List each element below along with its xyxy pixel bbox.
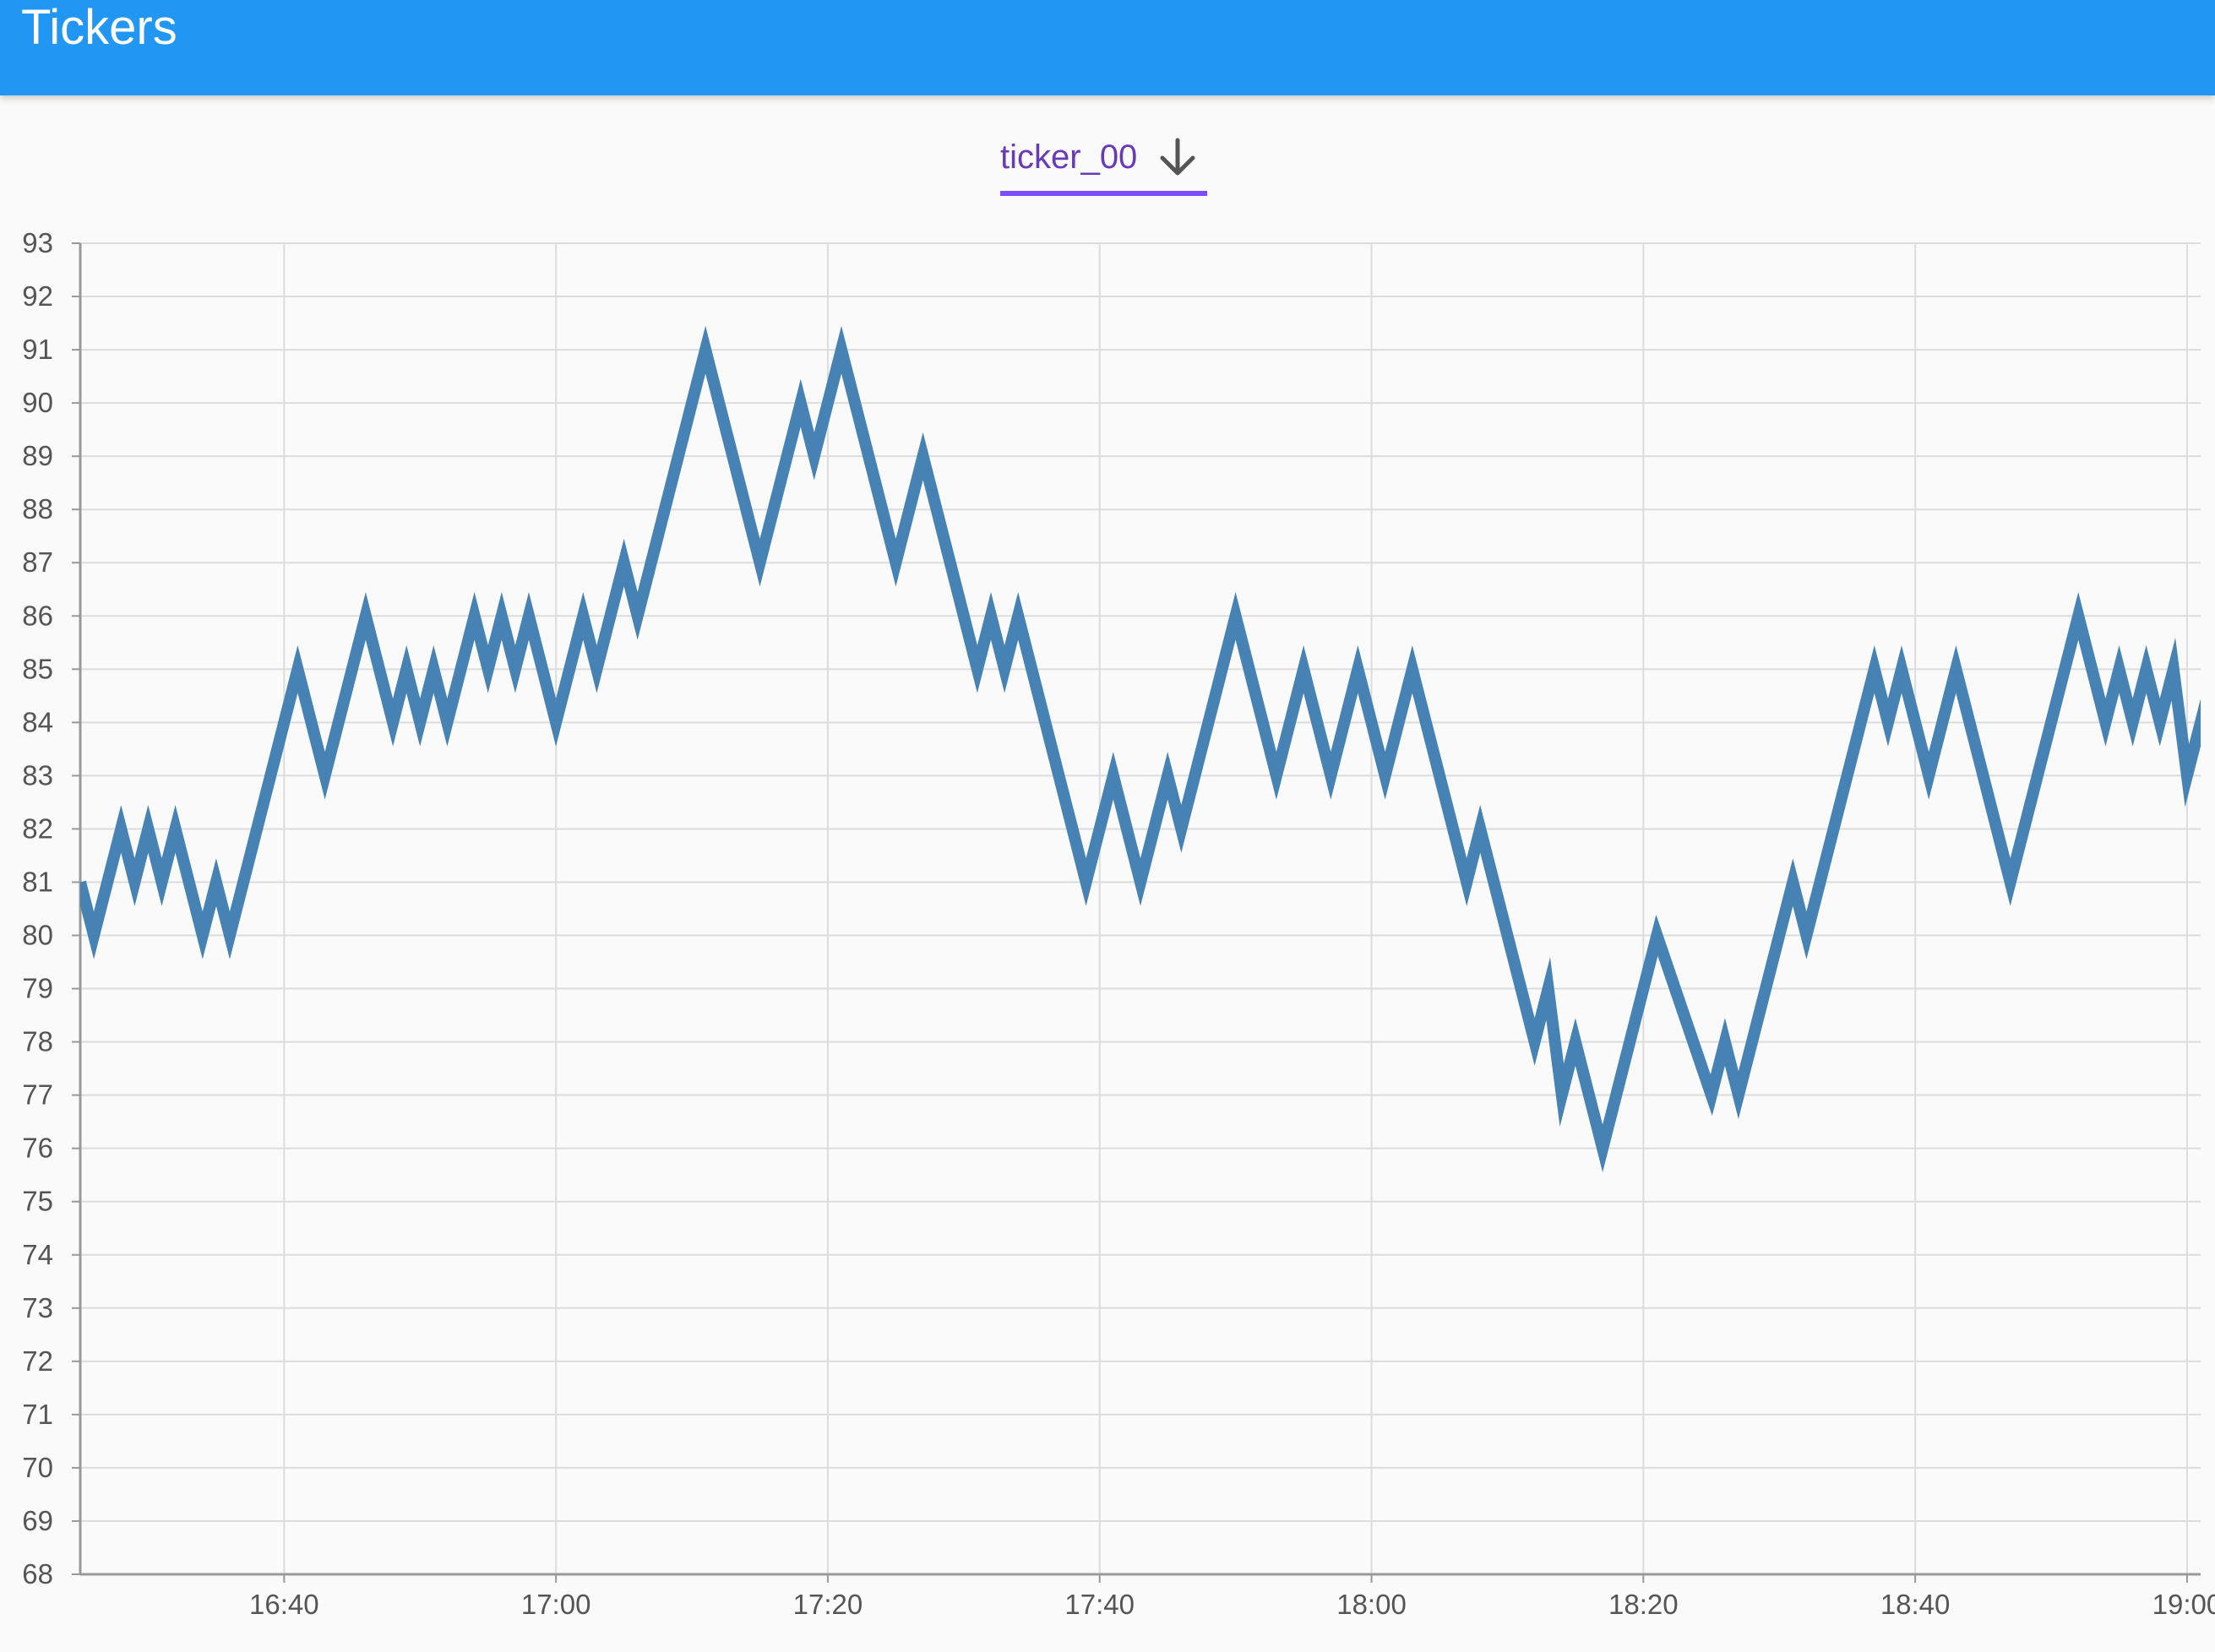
y-tick-label: 78: [22, 1026, 53, 1057]
y-tick-label: 77: [22, 1079, 53, 1111]
y-tick-label: 80: [22, 920, 53, 951]
x-tick-label: 19:00: [2152, 1589, 2215, 1620]
x-tick-label: 17:40: [1064, 1589, 1135, 1620]
y-tick-label: 76: [22, 1133, 53, 1164]
y-tick-label: 93: [22, 227, 53, 258]
x-tick-label: 18:40: [1880, 1589, 1951, 1620]
y-tick-label: 73: [22, 1292, 53, 1323]
y-tick-label: 88: [22, 493, 53, 524]
y-tick-label: 84: [22, 706, 53, 737]
tab-label: ticker_00: [1000, 139, 1138, 176]
y-tick-label: 91: [22, 334, 53, 365]
series-line: [80, 325, 2201, 1173]
tab-ticker-00[interactable]: ticker_00: [1000, 127, 1207, 196]
y-tick-label: 89: [22, 440, 53, 471]
app-bar: Tickers: [0, 0, 2215, 95]
y-tick-label: 75: [22, 1186, 53, 1217]
y-tick-label: 68: [22, 1558, 53, 1590]
x-tick-label: 17:20: [793, 1589, 863, 1620]
y-tick-label: 82: [22, 812, 53, 844]
y-tick-label: 70: [22, 1452, 53, 1483]
x-tick-label: 16:40: [249, 1589, 319, 1620]
y-tick-label: 90: [22, 387, 53, 418]
y-tick-label: 81: [22, 866, 53, 897]
x-tick-label: 18:00: [1336, 1589, 1407, 1620]
y-tick-label: 83: [22, 759, 53, 791]
y-tick-label: 86: [22, 600, 53, 631]
y-tick-label: 92: [22, 280, 53, 312]
tab-indicator: [1000, 191, 1207, 196]
y-tick-label: 79: [22, 973, 53, 1004]
x-tick-label: 18:20: [1608, 1589, 1679, 1620]
y-tick-label: 72: [22, 1345, 53, 1377]
y-tick-label: 69: [22, 1505, 53, 1536]
y-tick-label: 87: [22, 546, 53, 578]
y-tick-label: 85: [22, 653, 53, 684]
y-tick-label: 74: [22, 1239, 53, 1270]
arrow-down-icon[interactable]: [1156, 135, 1200, 179]
y-tick-label: 71: [22, 1399, 53, 1430]
app-title: Tickers: [21, 0, 177, 55]
x-tick-label: 17:00: [521, 1589, 591, 1620]
